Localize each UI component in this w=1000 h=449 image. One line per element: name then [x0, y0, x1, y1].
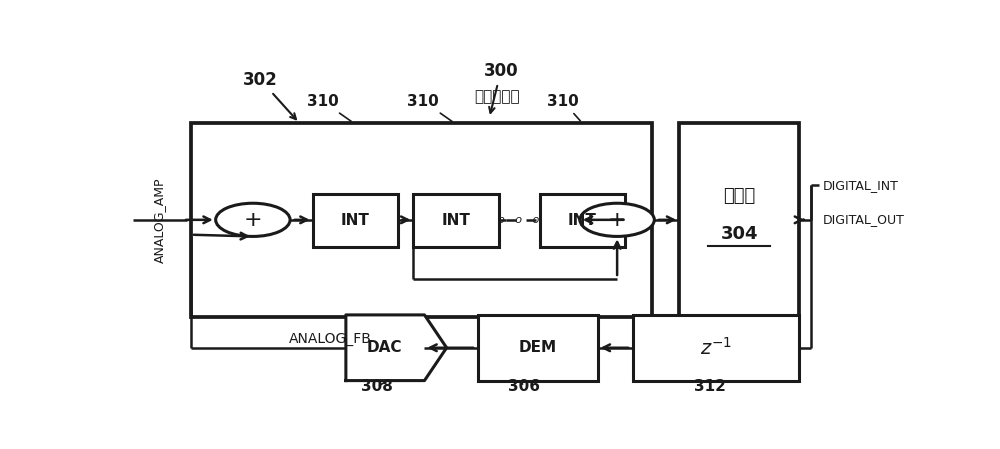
Text: INT: INT	[441, 213, 470, 228]
Text: ANALOG_AMP: ANALOG_AMP	[153, 177, 166, 263]
Text: 环路滤波器: 环路滤波器	[474, 90, 520, 105]
Text: +: +	[244, 210, 262, 230]
Text: 308: 308	[361, 379, 393, 394]
Text: 310: 310	[307, 94, 351, 121]
Bar	[313, 194, 398, 247]
Text: 304: 304	[720, 224, 758, 242]
Polygon shape	[346, 315, 447, 381]
Text: 312: 312	[694, 379, 726, 394]
Text: +: +	[608, 210, 626, 230]
Text: 306: 306	[508, 379, 540, 394]
Bar	[413, 194, 499, 247]
Bar	[191, 123, 652, 317]
Text: 量化器: 量化器	[723, 187, 755, 205]
Text: DIGITAL_INT: DIGITAL_INT	[822, 179, 898, 192]
Text: $z^{-1}$: $z^{-1}$	[700, 337, 732, 359]
Text: INT: INT	[568, 213, 597, 228]
Bar	[478, 315, 598, 381]
Text: INT: INT	[341, 213, 370, 228]
Text: DIGITAL_OUT: DIGITAL_OUT	[822, 213, 904, 226]
Circle shape	[216, 203, 290, 237]
Text: DAC: DAC	[366, 340, 402, 355]
Bar	[679, 123, 799, 317]
Bar	[633, 315, 799, 381]
Circle shape	[580, 203, 654, 237]
Text: o   o   o: o o o	[498, 215, 540, 225]
Text: 310: 310	[408, 94, 452, 121]
Text: 302: 302	[243, 71, 296, 119]
Text: ANALOG_FB: ANALOG_FB	[289, 332, 372, 346]
Text: 300: 300	[484, 62, 518, 113]
Text: 310: 310	[547, 94, 580, 121]
Bar	[540, 194, 625, 247]
Text: DEM: DEM	[519, 340, 557, 355]
